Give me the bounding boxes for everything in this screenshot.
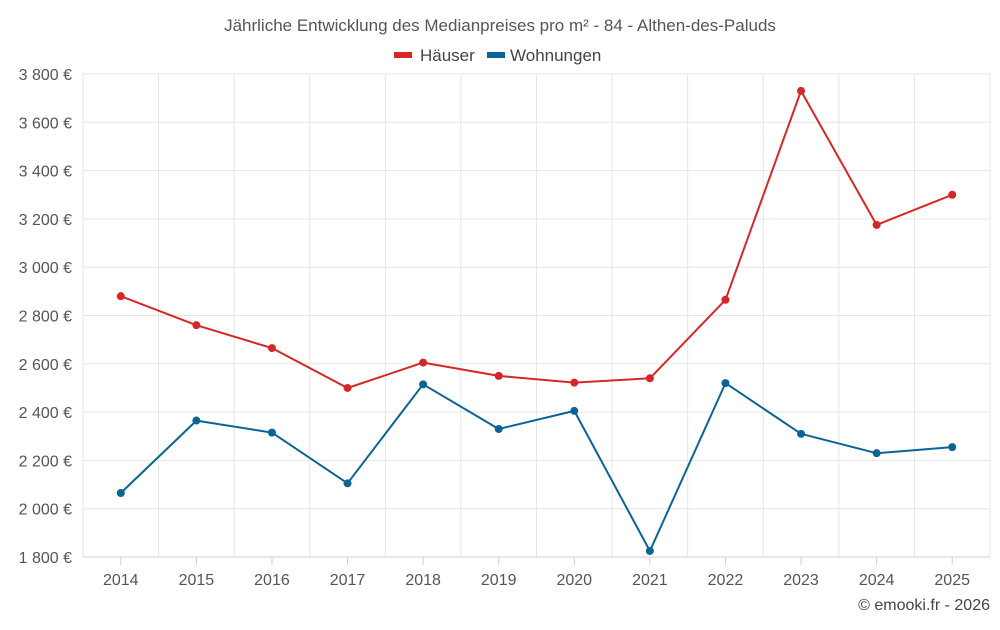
y-tick-label: 3 800 € <box>19 67 72 84</box>
y-tick-label: 2 000 € <box>19 502 72 519</box>
data-point-wohnungen[interactable] <box>570 406 579 415</box>
x-tick-label: 2020 <box>556 572 592 589</box>
data-point-wohnungen[interactable] <box>116 489 125 498</box>
data-point-wohnungen[interactable] <box>419 380 428 389</box>
legend-swatch <box>394 52 412 58</box>
data-point-wohnungen[interactable] <box>872 449 881 458</box>
x-tick-label: 2025 <box>934 572 970 589</box>
x-tick-label: 2014 <box>103 572 139 589</box>
data-point-wohnungen[interactable] <box>267 428 276 437</box>
grid <box>82 73 991 557</box>
x-tick-label: 2021 <box>632 572 668 589</box>
y-tick-label: 2 200 € <box>19 453 72 470</box>
data-point-wohnungen[interactable] <box>797 429 806 438</box>
data-point-h-user[interactable] <box>419 358 428 367</box>
legend-label: Wohnungen <box>510 46 601 65</box>
x-tick-label: 2016 <box>254 572 290 589</box>
series-line-h-user <box>120 89 953 389</box>
x-tick-label: 2015 <box>179 572 215 589</box>
x-tick-label: 2022 <box>708 572 744 589</box>
y-tick-label: 2 800 € <box>19 309 72 326</box>
data-point-wohnungen[interactable] <box>645 546 654 555</box>
y-tick-label: 3 200 € <box>19 212 72 229</box>
y-tick-label: 1 800 € <box>19 550 72 567</box>
y-tick-label: 3 000 € <box>19 260 72 277</box>
axes: 1 800 € 2 000 € 2 200 € 2 400 € 2 600 € 2 800… <box>19 67 990 589</box>
data-point-wohnungen[interactable] <box>192 416 201 425</box>
y-tick-label: 3 600 € <box>19 115 72 132</box>
data-point-h-user[interactable] <box>797 86 806 95</box>
y-tick-label: 2 600 € <box>19 357 72 374</box>
data-point-h-user[interactable] <box>570 378 579 387</box>
data-point-h-user[interactable] <box>494 371 503 380</box>
series <box>116 86 957 555</box>
data-point-h-user[interactable] <box>721 295 730 304</box>
x-tick-label: 2018 <box>405 572 441 589</box>
legend-item-wohnungen[interactable]: Wohnungen <box>487 46 601 65</box>
data-point-h-user[interactable] <box>343 383 352 392</box>
data-point-h-user[interactable] <box>192 321 201 330</box>
data-point-wohnungen[interactable] <box>494 425 503 434</box>
data-point-wohnungen[interactable] <box>948 443 957 452</box>
legend[interactable]: Häuser Wohnungen <box>394 46 601 65</box>
legend-swatch <box>487 52 505 58</box>
data-point-h-user[interactable] <box>872 220 881 229</box>
data-point-h-user[interactable] <box>948 190 957 199</box>
x-tick-label: 2017 <box>330 572 366 589</box>
legend-item-h-user[interactable]: Häuser <box>394 46 475 65</box>
x-tick-label: 2019 <box>481 572 517 589</box>
data-point-wohnungen[interactable] <box>721 379 730 388</box>
chart-title: Jährliche Entwicklung des Medianpreises … <box>224 16 776 35</box>
y-tick-label: 2 400 € <box>19 405 72 422</box>
series-line-wohnungen <box>120 382 953 552</box>
credit-text: © emooki.fr - 2026 <box>858 597 990 614</box>
x-tick-label: 2024 <box>859 572 895 589</box>
data-point-h-user[interactable] <box>645 374 654 383</box>
data-point-h-user[interactable] <box>116 292 125 301</box>
data-point-wohnungen[interactable] <box>343 479 352 488</box>
data-point-h-user[interactable] <box>267 344 276 353</box>
legend-label: Häuser <box>420 46 475 65</box>
y-tick-label: 3 400 € <box>19 164 72 181</box>
x-tick-label: 2023 <box>783 572 819 589</box>
